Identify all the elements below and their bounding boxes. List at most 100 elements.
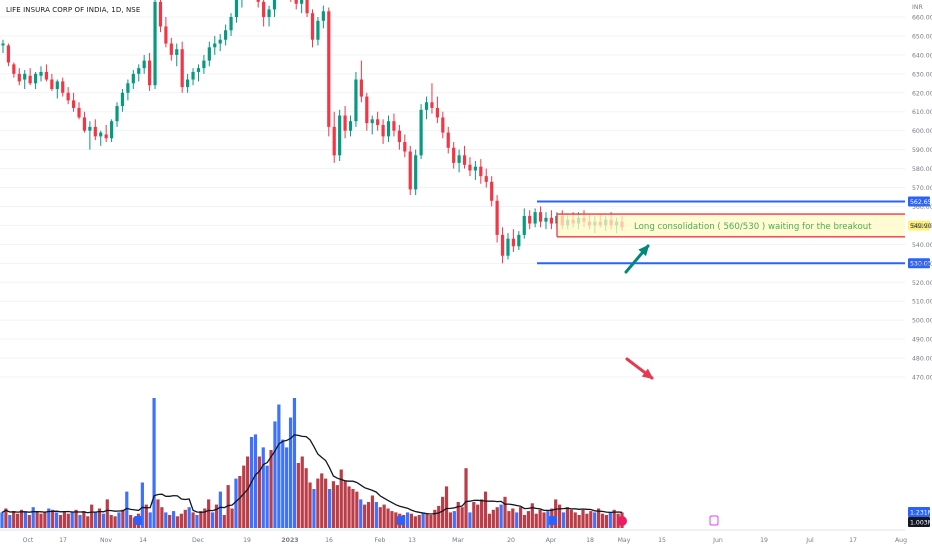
price-axis: 470.00 480.00 490.00 500.00 510.00 520.00 530.… <box>912 4 932 382</box>
candle-body <box>169 43 173 55</box>
candle-body <box>305 0 309 14</box>
volume-bar <box>152 398 156 528</box>
volume-bar <box>292 398 297 528</box>
volume-bar <box>253 434 258 528</box>
candle-body <box>120 92 125 107</box>
y-tick-label: 530.00 <box>912 261 932 268</box>
volume-bar <box>491 509 495 528</box>
candle-body <box>33 73 38 84</box>
candle-body <box>430 102 434 108</box>
candle-body <box>61 81 65 93</box>
x-tick-label: Aug <box>895 537 907 544</box>
candle-body <box>137 68 141 74</box>
volume-bar <box>43 512 47 528</box>
candle-body <box>457 155 461 163</box>
volume-bar <box>203 508 207 528</box>
volume-bar <box>429 515 433 528</box>
volume-bar <box>324 478 328 528</box>
candle-body <box>88 126 92 131</box>
volume-bar <box>472 502 476 528</box>
volume-bar <box>74 509 78 528</box>
volume-bar <box>511 508 515 528</box>
volume-bar <box>129 515 133 528</box>
volume-bar <box>538 509 542 528</box>
volume-bar <box>265 465 269 528</box>
y-tick-label: 610.00 <box>912 109 932 116</box>
x-tick-label: 17 <box>59 537 67 544</box>
volume-bar <box>47 508 51 528</box>
volume-bar <box>273 421 277 528</box>
x-tick-label: 20 <box>507 537 515 544</box>
candle-body <box>191 71 195 80</box>
volume-bar <box>343 481 347 528</box>
volume-tag-2: 1.003M <box>910 519 932 526</box>
volume-bar <box>569 509 573 528</box>
candle-body <box>538 212 543 222</box>
x-tick-label: 19 <box>760 537 768 544</box>
x-tick-label: 16 <box>325 537 333 544</box>
candle-body <box>1 43 5 46</box>
volume-bar <box>277 404 281 528</box>
volume-bar <box>612 509 616 528</box>
volume-bar <box>374 502 378 528</box>
candle-body <box>338 115 342 156</box>
y-tick-label: 560.00 <box>912 204 932 211</box>
x-tick-label: 17 <box>849 537 857 544</box>
volume-bar <box>234 478 238 528</box>
volume-bar <box>312 489 316 528</box>
candle-body <box>359 79 363 97</box>
candle-body <box>164 26 168 44</box>
candle-body <box>234 0 239 17</box>
x-tick-label: May <box>618 537 631 544</box>
candle-body <box>126 83 130 93</box>
volume-bar <box>339 469 343 528</box>
volume-bar <box>608 512 612 528</box>
candle-body <box>479 166 483 177</box>
volume-bar <box>507 511 511 528</box>
volume-bars <box>0 398 624 528</box>
candle-body <box>153 1 157 86</box>
candle-body <box>44 71 49 80</box>
volume-bar <box>604 515 609 528</box>
candle-body <box>99 132 103 137</box>
volume-bar <box>109 515 113 528</box>
volume-bar <box>195 515 199 528</box>
candle-body <box>77 107 81 118</box>
volume-bar <box>522 515 527 528</box>
y-tick-label: 480.00 <box>912 356 932 363</box>
volume-bar <box>187 507 191 528</box>
candle-body <box>321 11 325 21</box>
volume-bar <box>168 515 172 528</box>
volume-bar <box>573 512 577 528</box>
volume-bar <box>331 481 336 528</box>
dividend-marker <box>617 516 627 526</box>
volume-bar <box>382 504 386 528</box>
volume-bar <box>179 513 183 528</box>
y-tick-label: 500.00 <box>912 318 932 325</box>
annotation-text: Long consolidation ( 560/530 ) waiting f… <box>634 222 872 232</box>
volume-bar <box>82 511 86 528</box>
volume-bar <box>19 509 24 528</box>
volume-bar <box>320 473 324 528</box>
volume-bar <box>35 511 39 528</box>
candle-body <box>23 73 27 80</box>
y-tick-label: 520.00 <box>912 280 932 287</box>
volume-bar <box>503 496 507 528</box>
volume-bar <box>86 516 90 528</box>
volume-bar <box>8 515 12 528</box>
candle-body <box>142 60 146 69</box>
volume-bar <box>199 511 203 528</box>
candle-body <box>424 102 429 110</box>
volume-bar <box>495 507 499 528</box>
y-tick-label: 470.00 <box>912 375 932 382</box>
volume-bar <box>222 515 226 528</box>
volume-bar <box>464 468 468 528</box>
candle-body <box>256 0 260 2</box>
volume-bar <box>480 499 484 528</box>
candle-body <box>93 126 97 137</box>
volume-bar <box>597 508 601 528</box>
volume-moving-average-line <box>1 434 623 515</box>
candle-body <box>300 0 304 4</box>
volume-bar <box>468 512 472 528</box>
